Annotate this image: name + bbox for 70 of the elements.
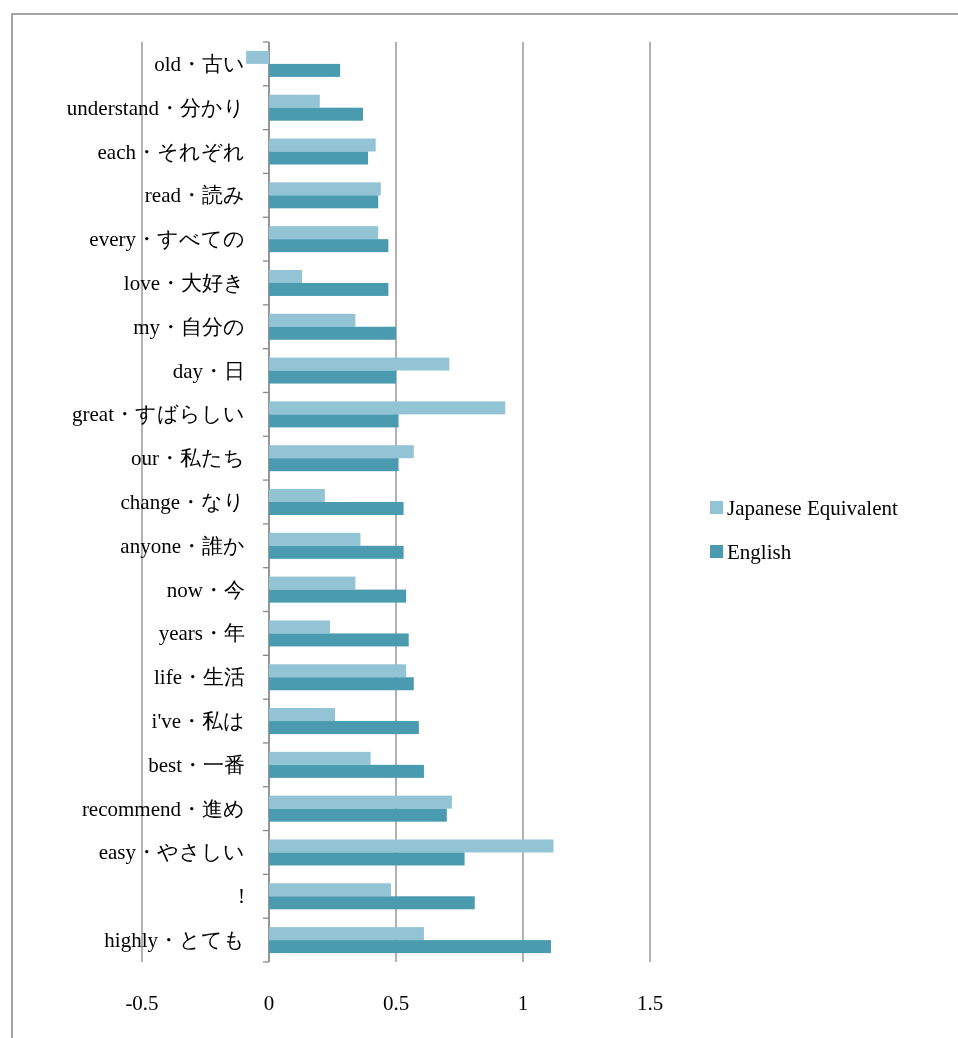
bar xyxy=(269,414,399,428)
bar xyxy=(269,138,376,152)
bar xyxy=(246,50,269,64)
bar xyxy=(269,532,361,546)
bar xyxy=(269,489,325,502)
bar xyxy=(269,677,414,691)
bar xyxy=(269,545,404,559)
y-tick-label: easy・やさしい xyxy=(98,840,245,865)
y-tick-label: anyone・誰か xyxy=(120,533,245,558)
bar xyxy=(269,576,356,590)
bar xyxy=(269,633,409,647)
y-tick-label: each・それぞれ xyxy=(97,139,245,164)
bar xyxy=(269,357,450,371)
bar xyxy=(269,458,399,472)
y-tick-label: great・すばらしい xyxy=(72,402,245,427)
y-tick-label: day・日 xyxy=(172,358,245,383)
y-tick-label: highly・とても xyxy=(104,928,245,953)
bar xyxy=(269,839,554,853)
bar xyxy=(269,896,475,910)
y-tick-label: life・生活 xyxy=(154,665,245,690)
bar xyxy=(269,589,407,603)
bar xyxy=(269,620,330,634)
y-tick-label: understand・分かり xyxy=(66,95,245,120)
bar xyxy=(269,751,371,765)
bar xyxy=(269,107,363,121)
x-tick-label: -0.5 xyxy=(125,991,159,1015)
bar xyxy=(269,664,407,678)
bar xyxy=(269,182,381,196)
bar xyxy=(269,940,551,954)
legend-label: English xyxy=(727,540,792,564)
bar xyxy=(269,795,452,809)
y-tick-label: years・年 xyxy=(158,621,245,646)
y-tick-label: love・大好き xyxy=(123,270,245,295)
bar xyxy=(269,721,419,735)
bar xyxy=(269,883,391,897)
bar xyxy=(269,282,389,296)
y-tick-label: recommend・進め xyxy=(81,796,245,821)
y-tick-label: our・私たち xyxy=(131,446,245,471)
bar xyxy=(269,370,396,384)
bar xyxy=(269,313,356,327)
x-tick-label: 0.5 xyxy=(382,991,410,1015)
bar xyxy=(269,708,336,722)
bar xyxy=(269,445,414,459)
bar xyxy=(269,63,341,77)
y-tick-label: every・すべての xyxy=(89,227,245,252)
bar xyxy=(269,764,424,778)
bar xyxy=(269,808,447,822)
bar xyxy=(269,226,379,240)
y-tick-label: now・今 xyxy=(166,577,245,602)
x-tick-label: 1.5 xyxy=(636,991,664,1015)
bar xyxy=(269,401,506,415)
y-tick-label: i've・私は xyxy=(151,709,245,734)
y-tick-label: read・読み xyxy=(144,183,245,208)
y-tick-label: change・なり xyxy=(120,490,245,514)
y-tick-label: my・自分の xyxy=(133,314,245,339)
bar xyxy=(269,326,396,340)
bar xyxy=(269,927,424,941)
bar xyxy=(269,502,404,515)
bar xyxy=(269,94,320,108)
bar xyxy=(269,195,379,209)
legend-label: Japanese Equivalent xyxy=(727,496,899,520)
y-tick-label: old・古い xyxy=(154,51,245,76)
y-tick-label: ! xyxy=(238,884,245,909)
bar xyxy=(269,239,389,253)
x-tick-label: 1 xyxy=(517,991,529,1015)
y-tick-label: best・一番 xyxy=(148,752,245,777)
bar xyxy=(269,269,303,283)
bar xyxy=(269,151,369,165)
x-tick-label: 0 xyxy=(263,991,275,1015)
bar xyxy=(269,852,465,866)
